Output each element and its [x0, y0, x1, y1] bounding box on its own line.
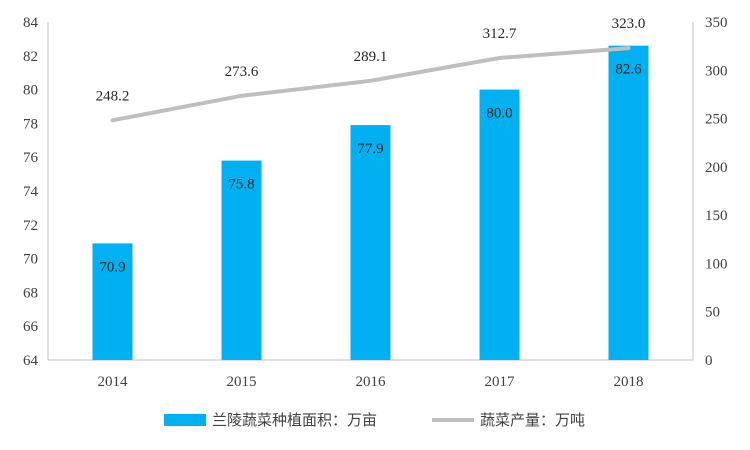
line-data-label: 312.7	[483, 26, 517, 42]
legend-label-bar: 兰陵蔬菜种植面积：万亩	[212, 411, 377, 429]
axes: 64 66 68 70 72 74 76 78 80 82 84 0 50 100 150 200 250 300…	[23, 15, 728, 390]
bar	[350, 125, 391, 360]
line-data-label: 248.2	[96, 88, 130, 104]
bar-data-label: 82.6	[615, 62, 642, 78]
line-path	[110, 46, 631, 123]
left-tick-label: 78	[23, 116, 38, 132]
legend-label-line: 蔬菜产量：万吨	[480, 411, 585, 429]
line-data-label: 323.0	[612, 16, 646, 32]
x-tick-label: 2014	[98, 374, 129, 390]
bar-series	[92, 45, 649, 360]
right-tick-label: 150	[705, 208, 728, 224]
right-tick-label: 300	[705, 63, 728, 79]
bar-data-label: 80.0	[486, 106, 512, 122]
left-tick-label: 66	[23, 319, 39, 335]
left-tick-label: 72	[23, 218, 38, 234]
left-tick-label: 76	[23, 150, 39, 166]
right-tick-label: 350	[705, 15, 728, 31]
right-tick-label: 200	[705, 160, 728, 176]
right-tick-label: 0	[705, 353, 713, 369]
x-tick-label: 2018	[614, 374, 644, 390]
data-labels: 70.9 75.8 77.9 80.0 82.6 248.2 273.6 289.1 312.7…	[96, 16, 646, 275]
bar-data-label: 77.9	[357, 141, 383, 157]
left-tick-label: 82	[23, 49, 38, 65]
left-tick-label: 84	[23, 15, 39, 31]
left-tick-label: 68	[23, 285, 38, 301]
x-tick-label: 2016	[356, 374, 387, 390]
right-tick-label: 100	[705, 256, 728, 272]
line-data-label: 273.6	[225, 64, 259, 80]
line-series	[110, 46, 631, 123]
bar-data-label: 75.8	[228, 177, 254, 193]
bar	[221, 160, 262, 360]
line-data-label: 289.1	[354, 49, 388, 65]
bar	[92, 243, 133, 360]
x-tick-label: 2017	[485, 374, 516, 390]
right-tick-label: 50	[705, 305, 720, 321]
bar-data-label: 70.9	[99, 259, 125, 275]
legend: 兰陵蔬菜种植面积：万亩 蔬菜产量：万吨	[164, 411, 585, 429]
left-tick-label: 70	[23, 252, 38, 268]
left-tick-label: 74	[23, 184, 39, 200]
bar	[479, 89, 520, 360]
left-tick-label: 64	[23, 353, 39, 369]
x-tick-label: 2015	[227, 374, 257, 390]
bar	[608, 45, 649, 360]
legend-swatch-bar	[164, 414, 206, 426]
left-tick-label: 80	[23, 83, 38, 99]
right-tick-label: 250	[705, 112, 728, 128]
